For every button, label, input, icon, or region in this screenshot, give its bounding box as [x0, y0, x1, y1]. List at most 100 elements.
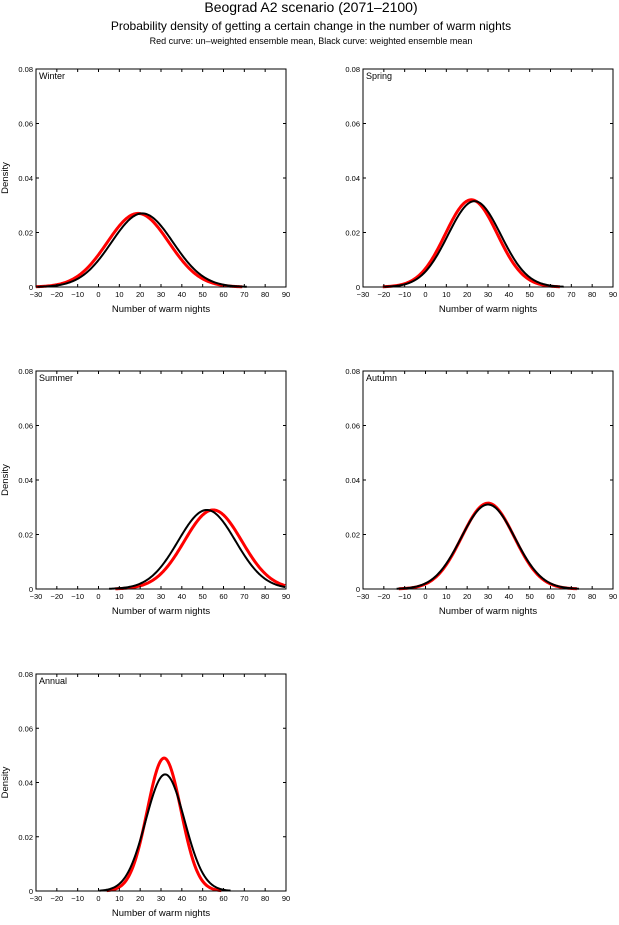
y-tick-label: 0.06: [18, 120, 33, 129]
y-tick-label: 0.08: [345, 367, 360, 376]
curve-weighted: [99, 773, 231, 892]
y-tick-label: 0.08: [345, 65, 360, 74]
x-tick-label: −20: [377, 290, 390, 299]
x-axis-label: Number of warm nights: [112, 304, 210, 315]
axes-frame: [362, 68, 614, 288]
x-tick-label: 90: [609, 592, 617, 601]
x-tick-label: 20: [136, 894, 144, 903]
y-tick-label: 0.06: [18, 724, 33, 733]
x-tick-label: 40: [505, 290, 513, 299]
axes-frame: [35, 370, 287, 590]
y-tick-label: 0.02: [18, 833, 33, 842]
x-tick-label: 80: [261, 894, 269, 903]
x-tick-label: 30: [157, 290, 165, 299]
x-tick-label: −10: [398, 592, 411, 601]
x-tick-label: 90: [282, 592, 290, 601]
figure-title: Beograd A2 scenario (2071–2100): [204, 0, 417, 15]
y-tick-label: 0: [29, 283, 33, 292]
x-tick-label: −20: [50, 290, 63, 299]
x-tick-label: 0: [96, 894, 100, 903]
x-tick-label: 0: [96, 592, 100, 601]
x-tick-label: 90: [282, 290, 290, 299]
x-axis-label: Number of warm nights: [439, 304, 537, 315]
axes-frame: [362, 370, 614, 590]
x-tick-label: 60: [219, 290, 227, 299]
x-tick-label: 40: [178, 894, 186, 903]
x-tick-label: 80: [588, 592, 596, 601]
y-tick-label: 0.04: [18, 174, 33, 183]
panel-label: Summer: [39, 373, 73, 383]
y-tick-label: 0.02: [345, 229, 360, 238]
curve-unweighted: [382, 198, 560, 289]
y-tick-label: 0.08: [18, 65, 33, 74]
figure-subtitle: Probability density of getting a certain…: [111, 19, 511, 33]
y-tick-label: 0.06: [345, 422, 360, 431]
y-tick-label: 0.04: [345, 476, 360, 485]
x-tick-label: 20: [136, 290, 144, 299]
curve-weighted: [384, 200, 564, 288]
x-tick-label: 10: [115, 592, 123, 601]
panel-label: Spring: [366, 71, 392, 81]
x-tick-label: 30: [484, 290, 492, 299]
y-tick-label: 0.04: [18, 779, 33, 788]
panel-annual: −30 −20 −10 0 10 20 30 40 50 60 70 80 90 0 0.02 0.04 0.0…: [0, 670, 290, 919]
curve-unweighted: [398, 501, 577, 591]
x-tick-label: −30: [357, 592, 370, 601]
x-tick-label: 60: [546, 290, 554, 299]
y-axis-label: Density: [0, 766, 11, 798]
x-tick-label: 40: [178, 592, 186, 601]
x-tick-label: 30: [484, 592, 492, 601]
panel-label: Autumn: [366, 373, 397, 383]
x-tick-label: 10: [115, 290, 123, 299]
x-tick-label: −20: [50, 894, 63, 903]
x-axis-label: Number of warm nights: [112, 908, 210, 919]
x-tick-label: −20: [50, 592, 63, 601]
x-tick-label: 90: [609, 290, 617, 299]
x-tick-label: −10: [71, 290, 84, 299]
x-tick-label: 30: [157, 592, 165, 601]
x-tick-label: 50: [525, 592, 533, 601]
panel-spring: −30 −20 −10 0 10 20 30 40 50 60 70 80 90 0 0.02 0.04 0.0…: [345, 65, 617, 315]
x-tick-label: −10: [71, 592, 84, 601]
y-tick-label: 0.02: [345, 531, 360, 540]
x-axis-label: Number of warm nights: [439, 606, 537, 617]
figure-caption: Red curve: un–weighted ensemble mean, Bl…: [150, 36, 473, 46]
x-tick-label: 80: [588, 290, 596, 299]
curve-unweighted: [106, 756, 222, 893]
panel-label: Winter: [39, 71, 65, 81]
x-tick-label: 10: [442, 290, 450, 299]
y-tick-label: 0: [356, 585, 360, 594]
x-tick-label: −10: [398, 290, 411, 299]
x-tick-label: 20: [463, 592, 471, 601]
panel-autumn: −30 −20 −10 0 10 20 30 40 50 60 70 80 90 0 0.02 0.04 0.0…: [345, 367, 617, 617]
x-tick-label: 50: [198, 290, 206, 299]
x-tick-label: −30: [357, 290, 370, 299]
x-tick-label: 70: [567, 592, 575, 601]
x-tick-label: 40: [505, 592, 513, 601]
x-tick-label: 20: [463, 290, 471, 299]
x-tick-label: −20: [377, 592, 390, 601]
x-tick-label: 70: [240, 894, 248, 903]
x-tick-label: 80: [261, 290, 269, 299]
y-tick-label: 0.04: [345, 174, 360, 183]
y-tick-label: 0.02: [18, 229, 33, 238]
x-tick-label: 10: [442, 592, 450, 601]
y-tick-label: 0.08: [18, 367, 33, 376]
y-tick-label: 0.06: [345, 120, 360, 129]
y-tick-label: 0: [356, 283, 360, 292]
x-tick-label: 0: [423, 592, 427, 601]
x-tick-label: 70: [240, 592, 248, 601]
x-tick-label: 30: [157, 894, 165, 903]
x-tick-label: −30: [30, 290, 43, 299]
y-tick-label: 0.02: [18, 531, 33, 540]
axes-frame: [35, 68, 287, 288]
x-axis-label: Number of warm nights: [112, 606, 210, 617]
curve-weighted: [396, 503, 579, 590]
curve-unweighted: [35, 211, 243, 289]
panel-summer: −30 −20 −10 0 10 20 30 40 50 60 70 80 90 0 0.02 0.04 0.0…: [0, 367, 290, 617]
x-tick-label: 80: [261, 592, 269, 601]
x-tick-label: −30: [30, 894, 43, 903]
x-tick-label: −30: [30, 592, 43, 601]
x-tick-label: 70: [567, 290, 575, 299]
